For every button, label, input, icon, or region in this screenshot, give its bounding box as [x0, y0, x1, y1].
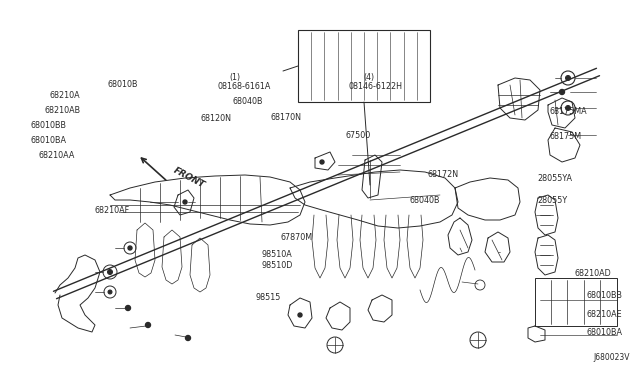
Bar — [535, 278, 617, 326]
Text: 68175MA: 68175MA — [549, 107, 587, 116]
Text: 68175M: 68175M — [549, 132, 581, 141]
Text: 67500: 67500 — [346, 131, 371, 140]
Text: 68010BA: 68010BA — [587, 328, 623, 337]
Text: 68210AA: 68210AA — [38, 151, 75, 160]
Circle shape — [108, 269, 113, 275]
Text: 68210AD: 68210AD — [574, 269, 611, 278]
Circle shape — [145, 323, 150, 327]
Circle shape — [298, 313, 302, 317]
Text: FRONT: FRONT — [172, 166, 207, 190]
Text: 98510A: 98510A — [261, 250, 292, 259]
Circle shape — [128, 246, 132, 250]
Text: 68010B: 68010B — [108, 80, 138, 89]
Text: 68210AF: 68210AF — [95, 206, 130, 215]
Circle shape — [108, 290, 112, 294]
Text: (4): (4) — [364, 73, 374, 82]
Text: 68040B: 68040B — [410, 196, 440, 205]
Text: 68210AE: 68210AE — [587, 310, 623, 319]
Text: 68040B: 68040B — [232, 97, 263, 106]
Text: J680023V: J680023V — [593, 353, 630, 362]
Circle shape — [186, 336, 191, 340]
Text: 68210AB: 68210AB — [45, 106, 81, 115]
Circle shape — [125, 305, 131, 311]
Text: 08146-6122H: 08146-6122H — [349, 82, 403, 91]
Text: 68210A: 68210A — [50, 92, 81, 100]
Text: 68120N: 68120N — [200, 114, 231, 123]
Text: 08168-6161A: 08168-6161A — [218, 82, 271, 91]
Text: 68010BB: 68010BB — [31, 121, 67, 130]
Text: (1): (1) — [229, 73, 240, 82]
Text: 68172N: 68172N — [428, 170, 459, 179]
Text: 28055Y: 28055Y — [538, 196, 568, 205]
Text: 98510D: 98510D — [261, 262, 292, 270]
Text: 68170N: 68170N — [271, 113, 301, 122]
Bar — [298, 30, 430, 102]
Text: 67870M: 67870M — [280, 233, 312, 242]
Circle shape — [183, 200, 187, 204]
Circle shape — [559, 90, 564, 94]
Circle shape — [566, 106, 570, 110]
Text: 28055YA: 28055YA — [538, 174, 573, 183]
Circle shape — [566, 76, 570, 80]
Circle shape — [320, 160, 324, 164]
Text: 68010BA: 68010BA — [31, 136, 67, 145]
Text: 68010BB: 68010BB — [587, 291, 623, 300]
Text: 98515: 98515 — [256, 293, 282, 302]
